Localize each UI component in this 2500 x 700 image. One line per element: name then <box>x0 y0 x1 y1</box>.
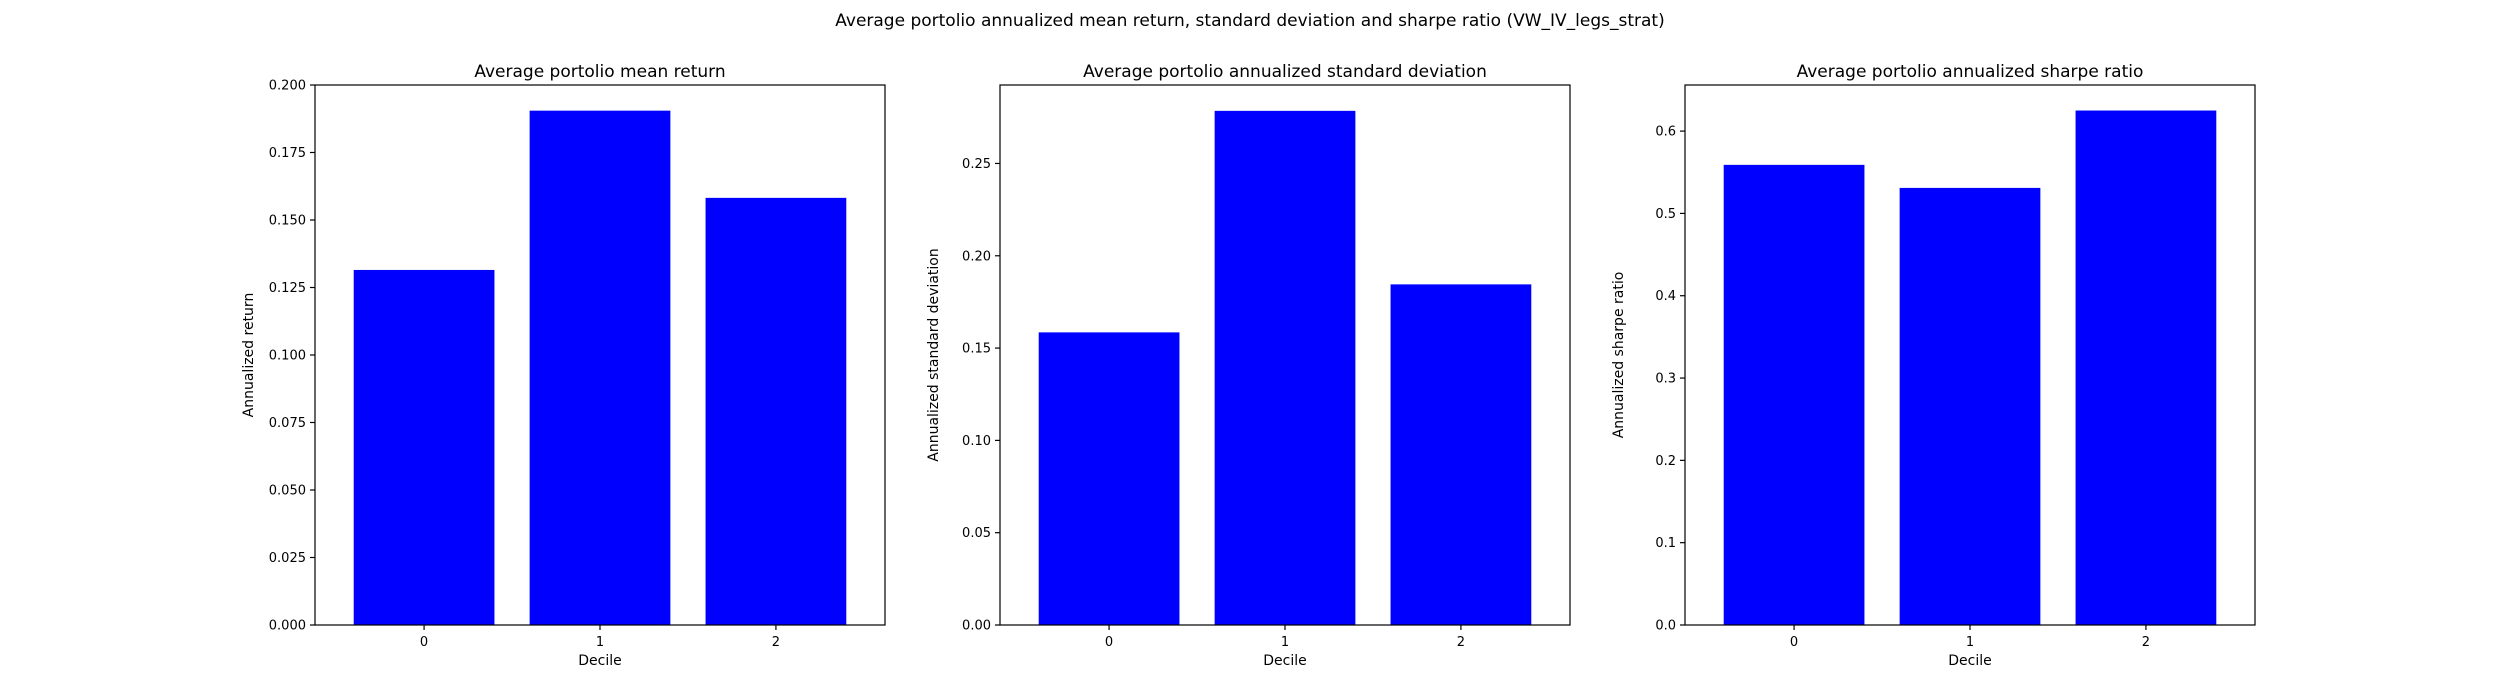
bar-0 <box>353 269 495 625</box>
x-tick-label: 1 <box>1966 635 1974 650</box>
y-tick-label: 0.000 <box>269 619 306 634</box>
x-tick-label: 2 <box>772 635 780 650</box>
y-tick-label: 0.6 <box>1655 125 1676 140</box>
x-tick-label: 1 <box>1281 635 1289 650</box>
bar-0 <box>1038 332 1180 625</box>
y-axis-label: Annualized sharpe ratio <box>1611 272 1627 439</box>
y-tick-label: 0.10 <box>962 434 991 449</box>
x-axis-label: Decile <box>1263 653 1306 669</box>
y-tick-label: 0.05 <box>962 526 991 541</box>
x-axis-label: Decile <box>1948 653 1991 669</box>
x-tick-label: 0 <box>1105 635 1113 650</box>
y-tick-label: 0.150 <box>269 214 306 229</box>
y-tick-label: 0.175 <box>269 146 306 161</box>
y-tick-label: 0.125 <box>269 281 306 296</box>
x-axis-label: Decile <box>578 653 621 669</box>
y-tick-label: 0.050 <box>269 484 306 499</box>
bar-0 <box>1723 164 1865 625</box>
y-tick-label: 0.075 <box>269 416 306 431</box>
y-tick-label: 0.3 <box>1655 372 1676 387</box>
x-tick-label: 0 <box>1790 635 1798 650</box>
y-tick-label: 0.0 <box>1655 619 1676 634</box>
bar-2 <box>1390 284 1532 625</box>
y-axis-label: Annualized return <box>241 293 257 418</box>
y-tick-label: 0.25 <box>962 157 991 172</box>
y-tick-label: 0.100 <box>269 349 306 364</box>
bar-2 <box>705 197 847 626</box>
panel-title: Average portolio annualized standard dev… <box>1083 62 1487 82</box>
chart-panel-2: 0 1 2 0.0 0.1 0.2 0.3 0.4 0.5 0.6 Average portolio… <box>1611 62 2256 669</box>
y-tick-label: 0.025 <box>269 551 306 566</box>
y-tick-label: 0.2 <box>1655 454 1676 469</box>
y-tick-label: 0.00 <box>962 619 991 634</box>
x-tick-label: 2 <box>1457 635 1465 650</box>
chart-panel-1: 0 1 2 0.00 0.05 0.10 0.15 0.20 0.25 Average porto… <box>926 62 1571 669</box>
x-tick-label: 0 <box>420 635 428 650</box>
x-tick-label: 1 <box>596 635 604 650</box>
panel-title: Average portolio annualized sharpe ratio <box>1797 62 2144 82</box>
chart-panels: 0 1 20.0000.0250.0500.0750.1000.1250.1500.… <box>241 62 2256 669</box>
y-tick-label: 0.15 <box>962 342 991 357</box>
bar-2 <box>2075 110 2217 625</box>
bar-1 <box>1214 110 1356 626</box>
bar-1 <box>529 110 671 625</box>
y-tick-label: 0.20 <box>962 249 991 264</box>
y-tick-label: 0.5 <box>1655 207 1676 222</box>
figure-suptitle: Average portolio annualized mean return,… <box>835 11 1664 31</box>
panel-title: Average portolio mean return <box>474 62 725 82</box>
chart-panel-0: 0 1 2 0.000 0.025 0.050 0.075 0.100 0.125 0.150 0.… <box>241 62 886 669</box>
x-tick-label: 2 <box>2142 635 2150 650</box>
y-axis-label: Annualized standard deviation <box>926 248 942 461</box>
bar-1 <box>1899 187 2041 625</box>
y-tick-label: 0.4 <box>1655 289 1676 304</box>
y-tick-label: 0.1 <box>1655 536 1676 551</box>
y-tick-label: 0.200 <box>269 79 306 94</box>
